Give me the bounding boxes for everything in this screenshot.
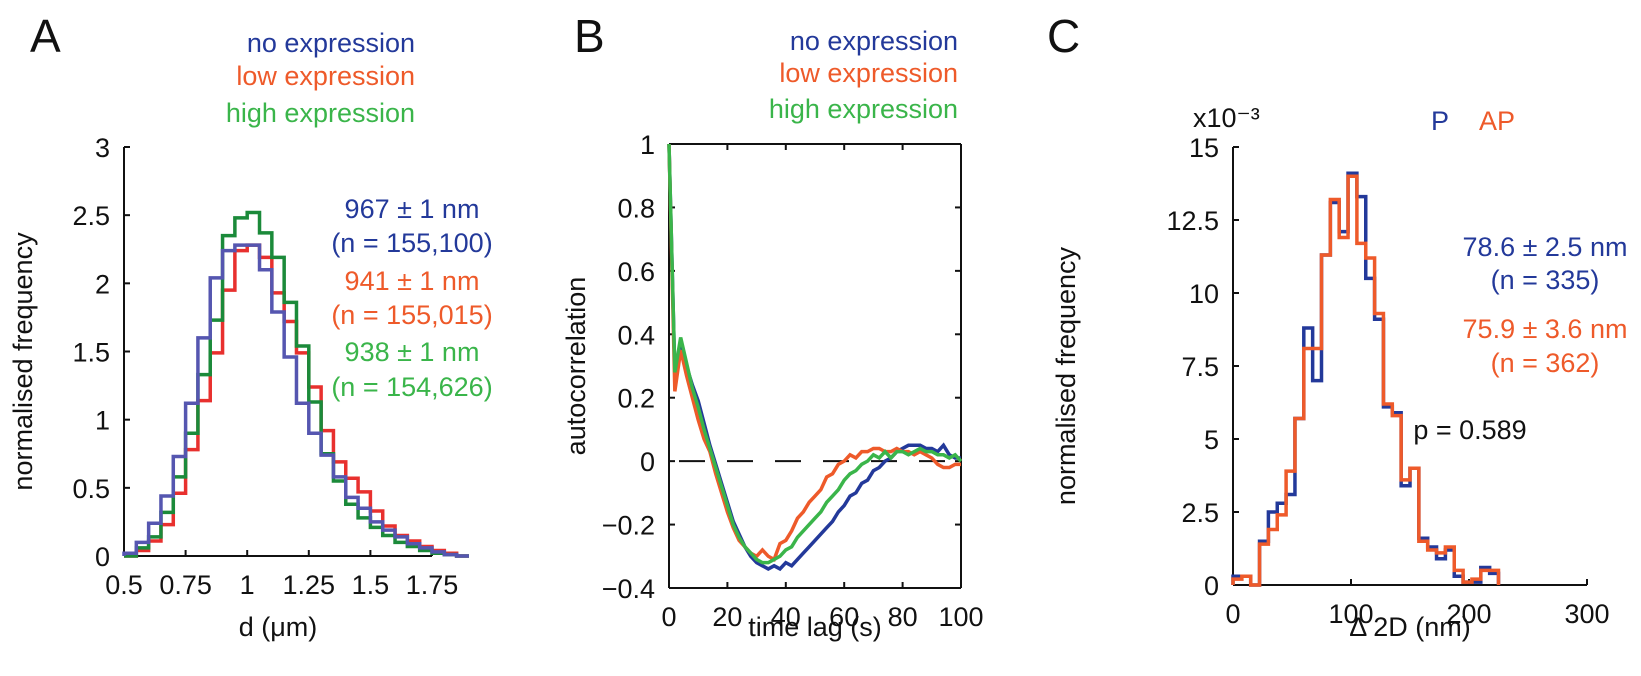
y-tick-label: 12.5 [1166, 206, 1219, 236]
stat-annotation: 967 ± 1 nm [345, 194, 480, 224]
stat-annotation: (n = 335) [1491, 265, 1600, 295]
panel-c-x-axis-label: Δ 2D (nm) [1349, 612, 1471, 642]
x-tick-label: 20 [712, 602, 742, 632]
panel-b-plot: 0 20 40 60 80 100 −0.4 −0.2 0 0.2 0.4 0.6 0.8 1 time l… [561, 130, 984, 642]
panel-c-annotations: 78.6 ± 2.5 nm(n = 335) 75.9 ± 3.6 nm (n = … [1413, 232, 1627, 445]
panel-c-series-ap [1231, 174, 1501, 587]
legend-entry-ap: AP [1479, 106, 1515, 136]
panel-a-y-axis-label: normalised frequency [8, 232, 38, 491]
panel-b-series-low-expression [667, 143, 961, 562]
legend-entry: high expression [226, 98, 415, 128]
panel-c-letter: C [1047, 10, 1080, 62]
panel-b-x-axis-label: time lag (s) [748, 612, 882, 642]
stat-annotation: 78.6 ± 2.5 nm [1463, 232, 1628, 262]
y-tick-label: −0.4 [602, 574, 655, 604]
y-tick-label: 10 [1189, 279, 1219, 309]
stat-annotation: 75.9 ± 3.6 nm [1463, 314, 1628, 344]
y-tick-label: 3 [95, 133, 110, 163]
panel-c-y-multiplier: x10⁻³ [1193, 103, 1260, 133]
legend-entry: high expression [769, 94, 958, 124]
y-tick-label: 0.8 [617, 193, 655, 223]
panel-b-y-axis-label: autocorrelation [561, 277, 591, 456]
y-tick-label: 1.5 [72, 338, 110, 368]
x-tick-label: 1.25 [283, 570, 336, 600]
panel-a-series-no-expression [122, 243, 469, 558]
x-tick-label: 1 [240, 570, 255, 600]
panel-a-series-high-expression [124, 210, 469, 558]
y-tick-label: 2.5 [1181, 498, 1219, 528]
x-tick-label: 0.5 [105, 570, 143, 600]
x-tick-label: 40 [771, 602, 801, 632]
x-tick-label: 200 [1446, 599, 1491, 629]
legend-entry-p: P [1431, 106, 1449, 136]
x-tick-label: 80 [888, 602, 918, 632]
x-tick-label: 1.5 [352, 570, 390, 600]
y-tick-label: 2 [95, 269, 110, 299]
y-tick-label: 0.6 [617, 257, 655, 287]
panel-c: C P AP 78.6 ± 2.5 nm(n = 335) 75.9 ± 3.6 n… [1047, 10, 1627, 642]
y-tick-label: 1 [95, 406, 110, 436]
x-tick-label: 0 [661, 602, 676, 632]
y-tick-label: −0.2 [602, 511, 655, 541]
y-tick-label: 15 [1189, 133, 1219, 163]
x-tick-label: 300 [1564, 599, 1609, 629]
panel-b-letter: B [574, 10, 605, 62]
stat-annotation: (n = 362) [1491, 348, 1600, 378]
y-tick-label: 0.4 [617, 320, 655, 350]
y-tick-label: 0 [640, 447, 655, 477]
panel-b-series-high-expression [667, 143, 963, 565]
x-tick-label: 0.75 [159, 570, 212, 600]
x-tick-label: 60 [829, 602, 859, 632]
legend-entry: low expression [779, 58, 958, 88]
x-tick-label: 0 [1225, 599, 1240, 629]
panel-a-x-axis-label: d (μm) [239, 612, 318, 642]
y-tick-label: 1 [640, 130, 655, 160]
stat-annotation: 941 ± 1 nm [345, 266, 480, 296]
panel-c-legend: P AP [1431, 106, 1515, 136]
y-tick-label: 0 [1204, 571, 1219, 601]
y-tick-label: 0.2 [617, 384, 655, 414]
stat-annotation: 938 ± 1 nm [345, 337, 480, 367]
panel-c-y-axis-label: normalised frequency [1051, 246, 1081, 505]
x-tick-label: 100 [1328, 599, 1373, 629]
y-tick-label: 0 [95, 542, 110, 572]
stat-annotation: (n = 155,100) [331, 228, 492, 258]
y-tick-label: 5 [1204, 425, 1219, 455]
legend-entry: no expression [247, 28, 415, 58]
stat-annotation: (n = 154,626) [331, 372, 492, 402]
legend-entry: no expression [790, 26, 958, 56]
x-tick-label: 1.75 [406, 570, 459, 600]
stat-annotation: (n = 155,015) [331, 300, 492, 330]
panel-c-plot: 0 100 200 300 0 2.5 5 7.5 10 12.5 15 Δ 2D (nm) norma… [1051, 103, 1610, 642]
y-tick-label: 7.5 [1181, 352, 1219, 382]
x-tick-label: 100 [938, 602, 983, 632]
y-tick-label: 0.5 [72, 474, 110, 504]
panel-b-series-no-expression [667, 143, 961, 572]
panel-a-annotations: 967 ± 1 nm (n = 155,100) 941 ± 1 nm (n = 15… [331, 194, 492, 402]
panel-a-letter: A [30, 10, 61, 62]
stat-annotation: p = 0.589 [1413, 415, 1526, 445]
panel-c-series-p [1231, 171, 1501, 587]
y-tick-label: 2.5 [72, 201, 110, 231]
legend-entry: low expression [236, 61, 415, 91]
